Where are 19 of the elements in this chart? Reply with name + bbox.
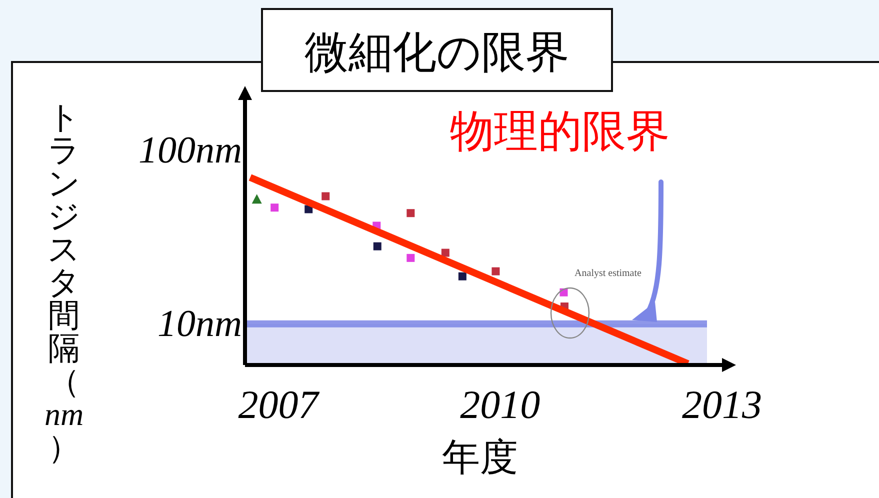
point <box>252 194 262 204</box>
point <box>322 192 330 200</box>
point <box>406 254 415 262</box>
annotation: Analyst estimate <box>574 268 642 279</box>
ref-line-label: 物理的限界 <box>450 106 670 157</box>
point <box>373 242 382 250</box>
point <box>458 272 466 280</box>
text: トランジスタ間隔（nm） <box>44 98 84 466</box>
x-tick-label: 2013 <box>682 382 762 427</box>
y-tick-label: 100nm <box>138 129 242 172</box>
x-tick-label: 2007 <box>238 382 320 427</box>
chart-title: 微細化の限界 <box>304 27 570 78</box>
y-tick-label: 10nm <box>158 302 242 345</box>
x-axis-title: 年度 <box>442 435 518 479</box>
point <box>270 204 279 212</box>
point <box>441 248 450 257</box>
x-tick-label: 2010 <box>460 382 540 427</box>
point <box>492 267 500 276</box>
point <box>406 209 415 218</box>
